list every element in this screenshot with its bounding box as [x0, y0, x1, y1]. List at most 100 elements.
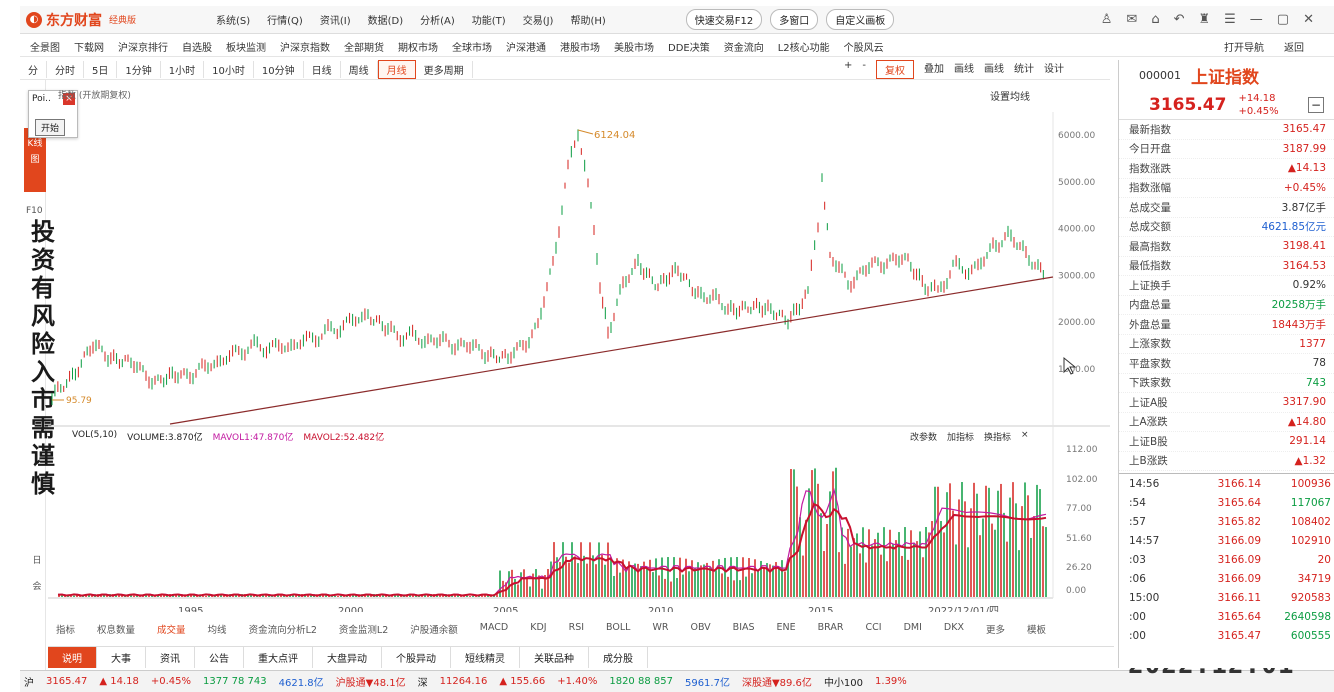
indicator-tab[interactable]: 成交量	[157, 625, 186, 636]
stats-button[interactable]: 统计	[1014, 64, 1034, 75]
menu-quote[interactable]: 行情(Q)	[267, 16, 303, 27]
period-5day[interactable]: 5日	[84, 61, 118, 78]
indicator-tab[interactable]: DMI	[903, 622, 922, 633]
popup-start-button[interactable]: 开始	[35, 119, 66, 136]
indicator-tab[interactable]: 资金流向分析L2	[248, 625, 317, 636]
back-icon[interactable]: ↶	[1173, 12, 1185, 27]
nav-item[interactable]: 沪深京指数	[280, 43, 330, 54]
menu-help[interactable]: 帮助(H)	[570, 16, 606, 27]
indicator-tab[interactable]: OBV	[690, 622, 711, 633]
kline-chart[interactable]: 6000.00 5000.00 4000.00 3000.00 2000.00 1000.…	[48, 82, 1110, 612]
design-button[interactable]: 设计	[1044, 64, 1064, 75]
f10-label[interactable]: F10	[26, 206, 43, 216]
period-10hour[interactable]: 10小时	[204, 61, 254, 78]
menu-data[interactable]: 数据(D)	[367, 16, 404, 27]
indicator-tab[interactable]: 权息数量	[97, 625, 136, 636]
period-daily[interactable]: 日线	[304, 61, 341, 78]
indicator-tab[interactable]: 沪股通余额	[410, 625, 458, 636]
nav-item[interactable]: L2核心功能	[777, 43, 830, 54]
set-ma-button[interactable]: 设置均线	[990, 92, 1030, 103]
bottom-tab[interactable]: 资讯	[146, 647, 195, 668]
indicator-tab[interactable]: 资金监测L2	[338, 625, 389, 636]
nav-item[interactable]: 全部期货	[344, 43, 384, 54]
bottom-tab[interactable]: 说明	[48, 647, 97, 668]
indicator-tab[interactable]: 指标	[56, 625, 76, 636]
menu-analysis[interactable]: 分析(A)	[420, 16, 455, 27]
home-icon[interactable]: ⌂	[1151, 12, 1160, 27]
open-nav-button[interactable]: 打开导航	[1224, 43, 1264, 54]
maximize-icon[interactable]: ▢	[1276, 12, 1290, 27]
nav-item[interactable]: 下载网	[74, 43, 104, 54]
period-1min[interactable]: 1分钟	[117, 61, 161, 78]
indicator-tab[interactable]: BIAS	[732, 622, 755, 633]
adjust-button[interactable]: 复权	[876, 60, 914, 79]
collapse-icon[interactable]: −	[1308, 96, 1324, 113]
multi-window-button[interactable]: 多窗口	[770, 9, 819, 30]
indicator-tab[interactable]: DKX	[943, 622, 964, 633]
bottom-tab[interactable]: 重大点评	[244, 647, 313, 668]
indicator-tab[interactable]: 均线	[207, 625, 227, 636]
edit-params-button[interactable]: 改参数	[910, 433, 938, 443]
bottom-tab[interactable]: 成分股	[589, 647, 648, 668]
side-label[interactable]: 会	[32, 582, 42, 592]
period-monthly[interactable]: 月线	[377, 60, 416, 79]
indicator-tab[interactable]: CCI	[865, 622, 882, 633]
indicator-tab[interactable]: BOLL	[606, 622, 631, 633]
nav-item[interactable]: 沪深京排行	[118, 43, 168, 54]
indicator-tab[interactable]: 更多	[985, 625, 1005, 636]
indicator-tab[interactable]: ENE	[776, 622, 796, 633]
nav-item[interactable]: 港股市场	[560, 43, 600, 54]
indicator-tab[interactable]: RSI	[568, 622, 585, 633]
period-intraday[interactable]: 分时	[47, 61, 84, 78]
nav-item[interactable]: DDE决策	[668, 43, 710, 54]
bottom-tab[interactable]: 个股异动	[382, 647, 451, 668]
bottom-tab[interactable]: 公告	[195, 647, 244, 668]
period-prefix[interactable]: 分	[20, 61, 47, 78]
bottom-tab[interactable]: 关联品种	[520, 647, 589, 668]
period-10min[interactable]: 10分钟	[254, 61, 304, 78]
menu-info[interactable]: 资讯(I)	[319, 16, 351, 27]
indicator-tab[interactable]: 模板	[1026, 625, 1046, 636]
nav-item[interactable]: 全景图	[30, 43, 60, 54]
nav-item[interactable]: 自选股	[182, 43, 212, 54]
custom-board-button[interactable]: 自定义画板	[826, 9, 895, 30]
period-1hour[interactable]: 1小时	[161, 61, 205, 78]
indicator-tab[interactable]: KDJ	[530, 622, 547, 633]
quick-trade-button[interactable]: 快速交易F12	[685, 9, 763, 30]
overlay-button[interactable]: 叠加	[924, 64, 944, 75]
back-button[interactable]: 返回	[1284, 43, 1304, 54]
popup-close-icon[interactable]: ×	[63, 93, 75, 105]
nav-item[interactable]: 板块监测	[226, 43, 266, 54]
nav-item[interactable]: 个股风云	[843, 43, 884, 54]
indicator-tab[interactable]: WR	[652, 622, 669, 633]
menu-system[interactable]: 系统(S)	[216, 16, 251, 27]
bottom-tab[interactable]: 大事	[97, 647, 146, 668]
indicator-tab[interactable]: MACD	[479, 622, 509, 633]
indicator-tab[interactable]: BRAR	[817, 622, 844, 633]
nav-item[interactable]: 资金流向	[723, 43, 764, 54]
nav-item[interactable]: 沪深港通	[506, 43, 546, 54]
kline-tab[interactable]: K线图	[24, 128, 46, 192]
menu-trade[interactable]: 交易(J)	[522, 16, 554, 27]
nav-item[interactable]: 期权市场	[398, 43, 438, 54]
user-icon[interactable]: ♙	[1100, 12, 1113, 27]
side-label[interactable]: 日	[32, 556, 42, 566]
zoom-out-button[interactable]: -	[862, 60, 866, 71]
period-weekly[interactable]: 周线	[341, 61, 378, 78]
zoom-in-button[interactable]: +	[844, 60, 853, 71]
switch-indicator-button[interactable]: 换指标	[984, 433, 1012, 443]
nav-item[interactable]: 全球市场	[452, 43, 492, 54]
close-volume-icon[interactable]: ×	[1021, 430, 1029, 440]
add-indicator-button[interactable]: 加指标	[947, 433, 975, 443]
menu-function[interactable]: 功能(T)	[471, 16, 506, 27]
minimize-icon[interactable]: —	[1249, 12, 1263, 27]
bottom-tab[interactable]: 大盘异动	[313, 647, 382, 668]
bottom-tab[interactable]: 短线精灵	[451, 647, 520, 668]
draw-button[interactable]: 画线	[954, 64, 974, 75]
mail-icon[interactable]: ✉	[1126, 12, 1138, 27]
nav-item[interactable]: 美股市场	[614, 43, 654, 54]
menu-icon[interactable]: ☰	[1224, 12, 1236, 27]
draw-button-2[interactable]: 画线	[984, 64, 1004, 75]
close-icon[interactable]: ✕	[1303, 12, 1314, 27]
shirt-icon[interactable]: ♜	[1198, 12, 1211, 27]
